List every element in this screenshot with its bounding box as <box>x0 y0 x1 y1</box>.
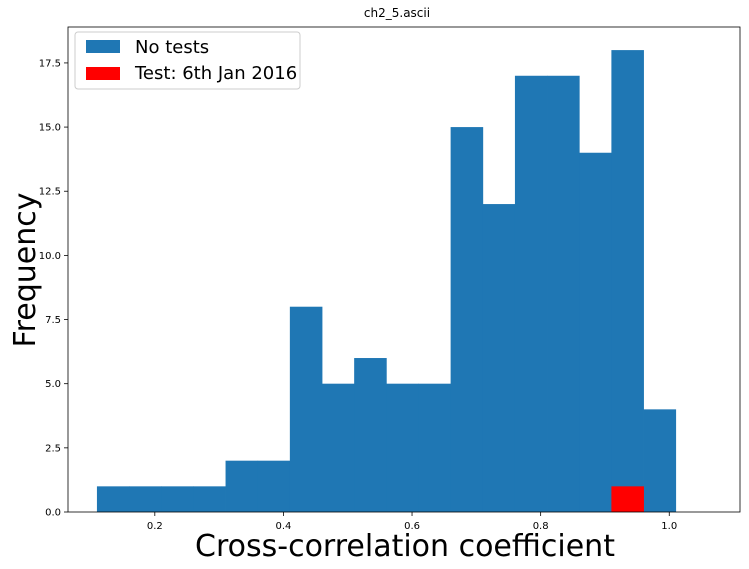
histogram-bar <box>482 204 516 512</box>
legend: No tests Test: 6th Jan 2016 <box>74 31 301 90</box>
y-tick-label: 2.5 <box>45 443 61 454</box>
histogram-bar <box>193 486 226 512</box>
histogram-bar <box>514 75 548 512</box>
legend-box <box>74 31 301 90</box>
y-tick-label: 10.0 <box>39 251 61 262</box>
y-axis-ticks: 0.0 2.5 5.0 7.5 10.0 12.5 15.0 17.5 <box>39 58 68 519</box>
histogram-bar <box>96 486 130 512</box>
histogram-bar <box>418 383 452 512</box>
x-axis-label: Cross-correlation coefficient <box>195 529 615 564</box>
histogram-bar <box>579 152 612 513</box>
histogram-bar <box>129 486 162 512</box>
legend-swatch-no-tests <box>86 40 120 53</box>
x-axis-ticks: 0.2 0.4 0.6 0.8 1.0 <box>147 512 677 532</box>
histogram-bar <box>611 50 644 512</box>
legend-label-no-tests: No tests <box>135 37 209 58</box>
x-tick-label: 1.0 <box>661 521 677 532</box>
histogram-bar <box>225 460 259 512</box>
chart-title: ch2_5.ascii <box>364 6 430 20</box>
x-tick-label: 0.8 <box>533 521 549 532</box>
histogram-bar <box>450 127 484 512</box>
histogram-bar <box>257 460 291 512</box>
histogram-bar <box>289 306 323 512</box>
histogram-bar <box>354 358 387 512</box>
y-tick-label: 7.5 <box>45 315 61 326</box>
histogram-bar <box>161 486 194 512</box>
histogram-bar <box>322 383 355 512</box>
histogram-bar <box>611 486 644 512</box>
histogram-bar <box>386 383 419 512</box>
y-tick-label: 0.0 <box>45 508 61 519</box>
series-test <box>611 486 644 512</box>
x-tick-label: 0.4 <box>275 521 291 532</box>
legend-label-test: Test: 6th Jan 2016 <box>134 63 297 84</box>
y-tick-label: 15.0 <box>39 123 61 134</box>
histogram-bar <box>547 75 580 512</box>
histogram-bar <box>643 409 677 512</box>
x-tick-label: 0.2 <box>147 521 163 532</box>
y-tick-label: 5.0 <box>45 379 61 390</box>
series-no-tests <box>96 50 677 513</box>
legend-swatch-test <box>86 67 120 80</box>
bars-layer <box>96 50 677 513</box>
y-axis-label: Frequency <box>8 193 43 348</box>
x-tick-label: 0.6 <box>404 521 420 532</box>
y-tick-label: 12.5 <box>39 187 61 198</box>
y-tick-label: 17.5 <box>39 58 61 69</box>
plot-frame <box>67 26 741 513</box>
